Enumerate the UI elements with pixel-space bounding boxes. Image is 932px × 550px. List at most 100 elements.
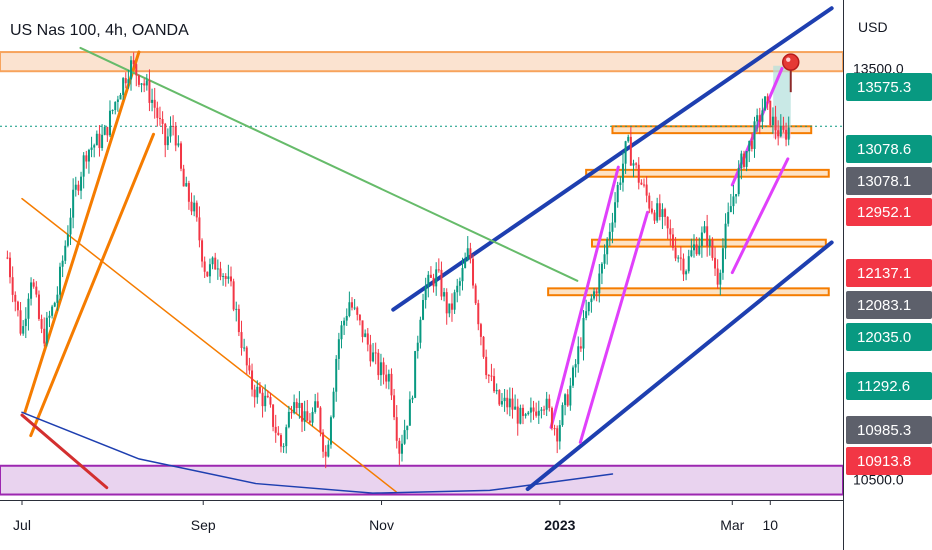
trend-line xyxy=(525,240,834,492)
candle-body xyxy=(337,339,340,359)
candle-body xyxy=(679,257,682,259)
candle-body xyxy=(474,285,477,304)
candle-body xyxy=(511,398,514,410)
price-badge xyxy=(846,259,932,287)
candle-body xyxy=(177,143,180,146)
candle-body xyxy=(556,428,559,442)
price-tick-label: 13500.0 xyxy=(853,60,904,76)
candle-body xyxy=(106,127,109,136)
candle-body xyxy=(353,307,356,309)
candle-body xyxy=(261,392,264,407)
price-badge-label: 12035.0 xyxy=(857,329,911,346)
candle-body xyxy=(101,134,104,148)
candle-body xyxy=(498,389,501,405)
candle-body xyxy=(332,391,335,418)
candle-body xyxy=(527,412,530,415)
price-badge xyxy=(846,323,932,351)
candle-body xyxy=(564,394,567,406)
price-badge xyxy=(846,73,932,101)
candle-body xyxy=(550,407,553,429)
candle-body xyxy=(650,208,653,213)
candle-body xyxy=(311,411,314,423)
candle-body xyxy=(698,246,701,255)
candle-body xyxy=(295,402,298,408)
candle-body xyxy=(130,60,133,80)
candle-body xyxy=(685,271,688,275)
candle-body xyxy=(258,386,261,393)
trend-line xyxy=(79,46,579,282)
candle-body xyxy=(248,365,251,371)
candle-body xyxy=(429,274,432,278)
candle-body xyxy=(322,432,325,452)
candle-body xyxy=(487,375,490,377)
candle-body xyxy=(193,202,196,212)
time-tick-label: 10 xyxy=(762,517,778,533)
pin-icon xyxy=(781,53,800,71)
candle-body xyxy=(161,119,164,124)
candle-body xyxy=(543,409,546,411)
candle-body xyxy=(293,402,296,414)
candle-body xyxy=(77,184,80,191)
candle-body xyxy=(287,411,290,428)
support-resistance-zone xyxy=(585,168,830,178)
candle-body xyxy=(540,409,543,411)
candle-body xyxy=(545,398,548,410)
candle-body xyxy=(493,376,496,392)
candle-body xyxy=(440,269,443,297)
candle-body xyxy=(582,317,585,349)
candle-body xyxy=(403,430,406,444)
candle-body xyxy=(390,373,393,396)
candle-body xyxy=(745,151,748,167)
candle-body xyxy=(419,319,422,343)
candle-body xyxy=(422,299,425,320)
candle-body xyxy=(677,257,680,259)
candle-body xyxy=(203,261,206,272)
support-resistance-zone xyxy=(0,51,843,73)
candle-body xyxy=(143,83,146,86)
candle-body xyxy=(53,302,56,307)
candle-body xyxy=(329,417,332,445)
candle-body xyxy=(211,257,214,265)
candle-body xyxy=(172,126,175,128)
candle-body xyxy=(777,130,780,137)
candle-body xyxy=(74,184,77,190)
price-badge xyxy=(846,447,932,475)
candle-body xyxy=(500,401,503,405)
time-tick-label: 2023 xyxy=(544,517,575,533)
chart-title: US Nas 100, 4h, OANDA xyxy=(10,22,189,39)
candle-body xyxy=(632,163,635,166)
candle-body xyxy=(340,325,343,340)
candle-body xyxy=(742,153,745,167)
candle-body xyxy=(151,99,154,103)
candle-body xyxy=(72,189,75,218)
candle-body xyxy=(245,347,248,366)
candle-body xyxy=(548,398,551,408)
candle-body xyxy=(432,277,435,287)
candle-body xyxy=(166,136,169,146)
candle-body xyxy=(643,184,646,186)
candle-body xyxy=(600,263,603,274)
candle-body xyxy=(316,401,319,408)
candle-body xyxy=(87,149,90,162)
candle-body xyxy=(395,417,398,441)
support-resistance-zone xyxy=(547,287,830,297)
candle-body xyxy=(24,318,27,327)
candle-body xyxy=(351,302,354,308)
candle-body xyxy=(753,121,756,149)
candle-body xyxy=(279,435,282,447)
candle-body xyxy=(237,308,240,333)
price-badge-label: 12952.1 xyxy=(857,204,911,221)
candle-body xyxy=(516,406,519,424)
candle-body xyxy=(445,292,448,314)
time-tick-label: Sep xyxy=(191,517,216,533)
candle-body xyxy=(408,399,411,426)
candle-body xyxy=(264,395,267,407)
candle-body xyxy=(93,145,96,148)
candle-body xyxy=(406,425,409,431)
candle-body xyxy=(185,183,188,187)
arc-line xyxy=(21,411,614,494)
candle-body xyxy=(687,256,690,272)
candle-body xyxy=(64,245,67,261)
price-badge xyxy=(846,372,932,400)
trend-line xyxy=(29,132,156,438)
